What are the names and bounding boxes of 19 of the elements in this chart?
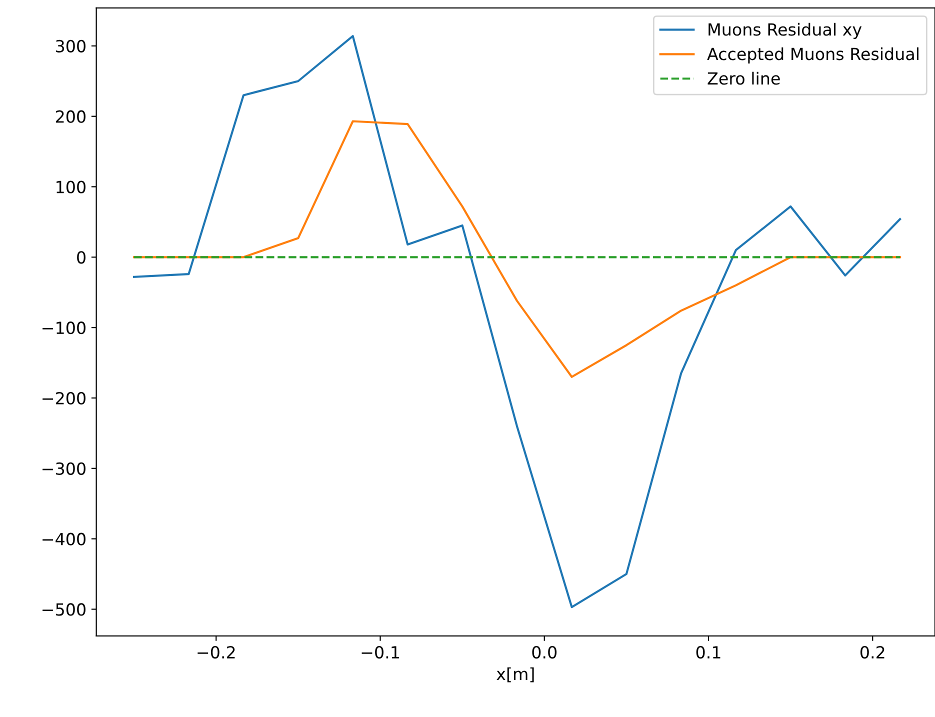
x-tick-label: 0.0 [532,646,557,659]
y-tick-label: −100 [42,322,86,334]
y-tick-label: 300 [56,40,86,52]
x-tick-label: 0.2 [860,646,884,659]
x-tick-label: 0.1 [696,646,720,659]
y-tick-label: −300 [42,462,86,475]
x-tick-label: −0.1 [362,646,399,659]
line-series [133,120,902,378]
x-axis-title: x[m] [496,667,534,682]
x-tick-label: −0.2 [198,646,235,659]
legend-label: Muons Residual xy [708,22,862,40]
y-tick-label: −400 [42,532,86,546]
y-tick-label: −200 [42,392,86,405]
legend-label: Zero line [708,72,780,85]
y-tick-label: 200 [56,110,86,123]
y-tick-label: 0 [77,251,86,264]
y-tick-label: −500 [42,603,86,616]
legend-label: Accepted Muons Residual [707,47,918,64]
y-tick-label: 100 [56,180,86,194]
